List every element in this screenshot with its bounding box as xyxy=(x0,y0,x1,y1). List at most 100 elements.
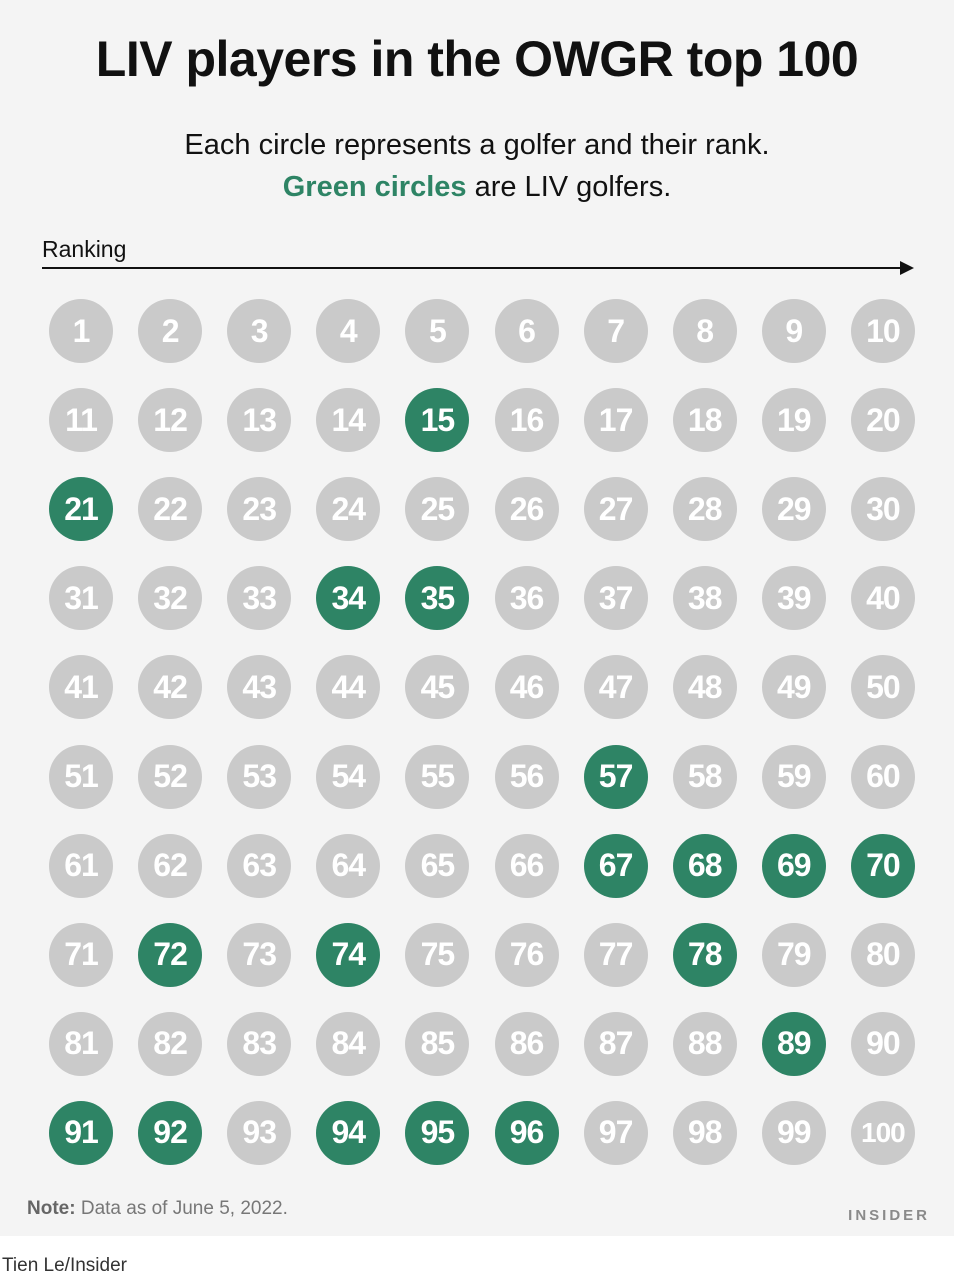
golfer-circle: 11 xyxy=(49,388,113,453)
golfer-circle: 6 xyxy=(494,299,559,363)
golfer-circle: 29 xyxy=(761,477,826,542)
golfer-circle: 76 xyxy=(494,922,559,987)
golfer-circle: 87 xyxy=(583,1011,648,1076)
liv-golfer-circle: 68 xyxy=(672,833,737,898)
chart-subtitle: Each circle represents a golfer and thei… xyxy=(0,124,954,208)
rank-grid: 1 2 3 4 5 6 7 8 9 10 11 12 13 14 15 16 17 18 19 20 21 22 23 24 2… xyxy=(49,299,915,1165)
golfer-circle: 85 xyxy=(405,1011,470,1076)
golfer-circle: 48 xyxy=(672,655,737,720)
golfer-circle: 32 xyxy=(138,566,203,631)
golfer-circle: 80 xyxy=(850,922,915,987)
golfer-circle: 62 xyxy=(138,833,203,898)
golfer-circle: 14 xyxy=(316,388,381,453)
golfer-circle: 5 xyxy=(405,299,470,363)
brand-logo: INSIDER xyxy=(848,1207,930,1224)
golfer-circle: 8 xyxy=(672,299,737,363)
golfer-circle: 46 xyxy=(494,655,559,720)
golfer-circle: 3 xyxy=(227,299,292,363)
golfer-circle: 65 xyxy=(405,833,470,898)
golfer-circle: 60 xyxy=(850,744,915,809)
golfer-circle: 19 xyxy=(761,388,826,453)
golfer-circle: 23 xyxy=(227,477,292,542)
subtitle-line-1: Each circle represents a golfer and thei… xyxy=(184,129,770,161)
golfer-circle: 71 xyxy=(49,922,113,987)
golfer-circle: 2 xyxy=(138,299,203,363)
golfer-circle: 73 xyxy=(227,922,292,987)
golfer-circle: 25 xyxy=(405,477,470,542)
liv-golfer-circle: 35 xyxy=(405,566,470,631)
golfer-circle: 20 xyxy=(850,388,915,453)
golfer-circle: 38 xyxy=(672,566,737,631)
golfer-circle: 64 xyxy=(316,833,381,898)
golfer-circle: 83 xyxy=(227,1011,292,1076)
subtitle-rest: are LIV golfers. xyxy=(466,171,672,203)
golfer-circle: 42 xyxy=(138,655,203,720)
golfer-circle: 84 xyxy=(316,1011,381,1076)
golfer-circle: 100 xyxy=(850,1100,915,1165)
golfer-circle: 90 xyxy=(850,1011,915,1076)
axis-label: Ranking xyxy=(42,236,127,262)
liv-golfer-circle: 67 xyxy=(583,833,648,898)
golfer-circle: 30 xyxy=(850,477,915,542)
chart-title: LIV players in the OWGR top 100 xyxy=(95,31,859,87)
golfer-circle: 26 xyxy=(494,477,559,542)
golfer-circle: 49 xyxy=(761,655,826,720)
golfer-circle: 39 xyxy=(761,566,826,631)
golfer-circle: 81 xyxy=(49,1011,113,1076)
axis-arrow-icon xyxy=(900,261,914,275)
note: Note: Data as of June 5, 2022. xyxy=(27,1198,288,1220)
golfer-circle: 12 xyxy=(138,388,203,453)
golfer-circle: 79 xyxy=(761,922,826,987)
golfer-circle: 44 xyxy=(316,655,381,720)
golfer-circle: 82 xyxy=(138,1011,203,1076)
golfer-circle: 24 xyxy=(316,477,381,542)
liv-golfer-circle: 70 xyxy=(850,833,915,898)
note-text: Data as of June 5, 2022. xyxy=(75,1198,288,1219)
golfer-circle: 43 xyxy=(227,655,292,720)
golfer-circle: 47 xyxy=(583,655,648,720)
golfer-circle: 22 xyxy=(138,477,203,542)
golfer-circle: 27 xyxy=(583,477,648,542)
liv-golfer-circle: 92 xyxy=(138,1100,203,1165)
golfer-circle: 52 xyxy=(138,744,203,809)
liv-golfer-circle: 95 xyxy=(405,1100,470,1165)
liv-golfer-circle: 94 xyxy=(316,1100,381,1165)
golfer-circle: 59 xyxy=(761,744,826,809)
golfer-circle: 55 xyxy=(405,744,470,809)
liv-golfer-circle: 69 xyxy=(761,833,826,898)
golfer-circle: 7 xyxy=(583,299,648,363)
liv-golfer-circle: 96 xyxy=(494,1100,559,1165)
liv-golfer-circle: 57 xyxy=(583,744,648,809)
golfer-circle: 51 xyxy=(49,744,113,809)
golfer-circle: 41 xyxy=(49,655,113,720)
golfer-circle: 36 xyxy=(494,566,559,631)
golfer-circle: 18 xyxy=(672,388,737,453)
golfer-circle: 56 xyxy=(494,744,559,809)
subtitle-line-2: Green circles are LIV golfers. xyxy=(0,166,954,208)
golfer-circle: 58 xyxy=(672,744,737,809)
liv-golfer-circle: 74 xyxy=(316,922,381,987)
golfer-circle: 54 xyxy=(316,744,381,809)
golfer-circle: 9 xyxy=(761,299,826,363)
golfer-circle: 13 xyxy=(227,388,292,453)
golfer-circle: 45 xyxy=(405,655,470,720)
golfer-circle: 37 xyxy=(583,566,648,631)
golfer-circle: 61 xyxy=(49,833,113,898)
golfer-circle: 10 xyxy=(850,299,915,363)
liv-golfer-circle: 21 xyxy=(49,477,113,542)
golfer-circle: 33 xyxy=(227,566,292,631)
golfer-circle: 17 xyxy=(583,388,648,453)
golfer-circle: 40 xyxy=(850,566,915,631)
golfer-circle: 53 xyxy=(227,744,292,809)
liv-golfer-circle: 34 xyxy=(316,566,381,631)
note-label: Note: xyxy=(27,1198,76,1219)
golfer-circle: 63 xyxy=(227,833,292,898)
golfer-circle: 66 xyxy=(494,833,559,898)
golfer-circle: 31 xyxy=(49,566,113,631)
golfer-circle: 1 xyxy=(49,299,113,363)
liv-golfer-circle: 91 xyxy=(49,1100,113,1165)
golfer-circle: 98 xyxy=(672,1100,737,1165)
golfer-circle: 99 xyxy=(761,1100,826,1165)
photo-credit: Tien Le/Insider xyxy=(2,1255,127,1276)
golfer-circle: 16 xyxy=(494,388,559,453)
